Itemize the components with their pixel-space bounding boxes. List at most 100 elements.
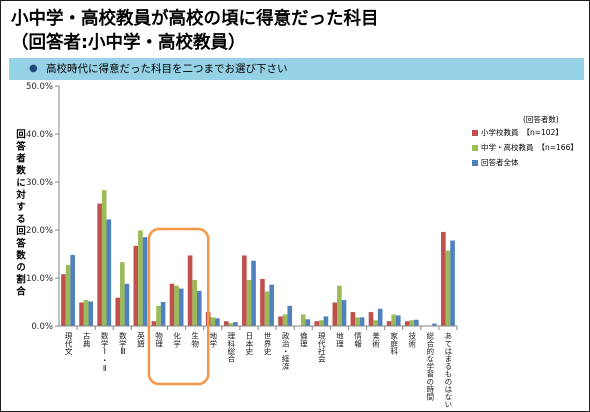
bar [359, 317, 365, 326]
bar [414, 319, 419, 326]
bar [341, 300, 347, 326]
bar [314, 321, 320, 326]
bar [269, 284, 274, 326]
bar [187, 255, 193, 326]
bar [251, 260, 256, 326]
legend-swatch [472, 159, 478, 166]
x-tick-label: 英語 [136, 332, 146, 348]
bar [391, 314, 396, 326]
slide-title: 小中学・高校教員が高校の頃に得意だった科目 （回答者:小中学・高校教員） [11, 7, 379, 55]
bar [142, 237, 148, 326]
bar [151, 321, 157, 326]
bullet-icon: ● [29, 63, 38, 74]
bar [61, 274, 66, 326]
bar-group [61, 190, 455, 326]
legend-item-secondary: 中学・高校教員 【n=166】 [472, 140, 578, 155]
legend: (回答者数) 小学校教員 【n=102】 中学・高校教員 【n=166】 回答者全体 [472, 112, 584, 172]
x-tick-label: 理科総合 [226, 332, 236, 363]
bar [223, 321, 229, 326]
legend-swatch [472, 129, 478, 136]
x-tick-label: あてはまるものはない [443, 332, 453, 408]
bar [242, 255, 247, 326]
x-tick-label: 世界史 [263, 332, 273, 355]
bar [300, 314, 306, 326]
y-tick-label: 40.0% [26, 130, 53, 140]
bar [106, 219, 112, 326]
bar [65, 265, 71, 326]
legend-swatch [472, 144, 478, 151]
bar [70, 254, 75, 326]
bar [445, 250, 451, 326]
y-axis-label: 回答者数に対する回答数の割合 [14, 129, 25, 299]
x-tick-label: 政治・経済 [281, 332, 291, 370]
bar [124, 283, 130, 326]
bar [282, 314, 288, 326]
bar [432, 323, 437, 326]
title-line-2: （回答者:小中学・高校教員） [11, 33, 246, 53]
x-tick-label: 総合的な学習の時間 [425, 332, 435, 401]
bar [395, 315, 401, 326]
bar [210, 317, 216, 326]
bar [319, 320, 324, 326]
bar [120, 262, 125, 326]
x-tick-label: 日本史 [244, 332, 254, 355]
bar [115, 297, 121, 326]
x-tick-label: 情報 [353, 332, 363, 348]
y-tick-label: 50.0% [26, 82, 53, 92]
axis-ticks [55, 85, 458, 330]
legend-header: (回答者数) [523, 115, 559, 124]
y-tick-label: 20.0% [26, 226, 53, 236]
bar [233, 322, 238, 326]
x-tick-label: 地学 [208, 332, 218, 348]
bar [332, 302, 338, 326]
y-tick-label: 10.0% [26, 274, 53, 284]
highlight-box [147, 227, 210, 386]
legend-n-label: 【n=166】 [537, 143, 578, 152]
bar [287, 305, 293, 326]
x-tick-label: 現代文 [64, 332, 74, 355]
x-tick-label: 現代社会 [317, 332, 327, 363]
x-tick-label: 物理 [154, 332, 164, 348]
bar [174, 285, 179, 326]
bar [450, 240, 455, 326]
bar [305, 319, 311, 326]
x-tick-label: 技術 [407, 332, 417, 348]
bar [246, 279, 252, 326]
x-tick-label: 古典 [82, 332, 92, 348]
x-tick-label: 倫理 [299, 332, 309, 348]
bar [101, 190, 107, 326]
bar [278, 316, 283, 326]
x-tick-label: 美術 [371, 332, 381, 348]
x-tick-label: 数学Ⅲ [118, 332, 128, 357]
bar [192, 279, 197, 326]
bar [368, 312, 374, 326]
bar [133, 245, 139, 326]
legend-item-elementary: 小学校教員 【n=102】 [472, 125, 563, 140]
bar [373, 320, 378, 326]
bar [178, 288, 184, 326]
x-tick-label: 化学 [172, 332, 182, 348]
bar [337, 285, 342, 326]
bar [377, 308, 383, 326]
y-tick-labels: 0.0% 10.0% 20.0% 30.0% 40.0% 50.0% [26, 82, 53, 332]
x-tick-label: 地理 [335, 332, 345, 348]
legend-label: 回答者全体 [481, 158, 519, 167]
legend-label: 中学・高校教員 [481, 143, 534, 152]
bar [138, 230, 143, 326]
bar [264, 291, 270, 326]
bar [160, 302, 166, 326]
question-banner: ● 高校時代に得意だった科目を二つまでお選び下さい [9, 58, 584, 80]
x-tick-label: 数学Ⅰ・Ⅱ [100, 332, 110, 373]
bar [350, 312, 356, 326]
title-line-1: 小中学・高校教員が高校の頃に得意だった科目 [11, 9, 379, 29]
y-tick-label: 0.0% [31, 322, 53, 332]
x-tick-label: 家庭科 [389, 332, 399, 355]
bar [215, 318, 220, 326]
bar [404, 321, 410, 326]
bar [409, 320, 415, 326]
bar [156, 305, 161, 326]
legend-item-all: 回答者全体 [472, 155, 519, 170]
bar [323, 316, 329, 326]
